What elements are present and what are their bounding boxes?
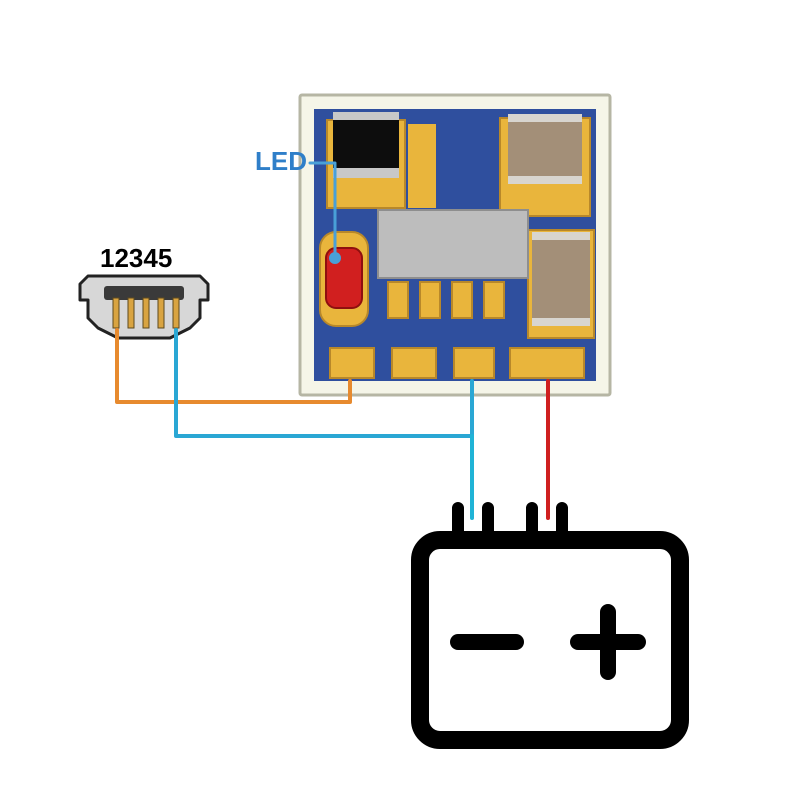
led-leader-dot [329,252,341,264]
pcb-board [300,95,610,395]
label-led: LED [255,146,307,176]
label-usb-pins: 12345 [100,243,172,273]
usb-micro-connector [80,276,208,338]
